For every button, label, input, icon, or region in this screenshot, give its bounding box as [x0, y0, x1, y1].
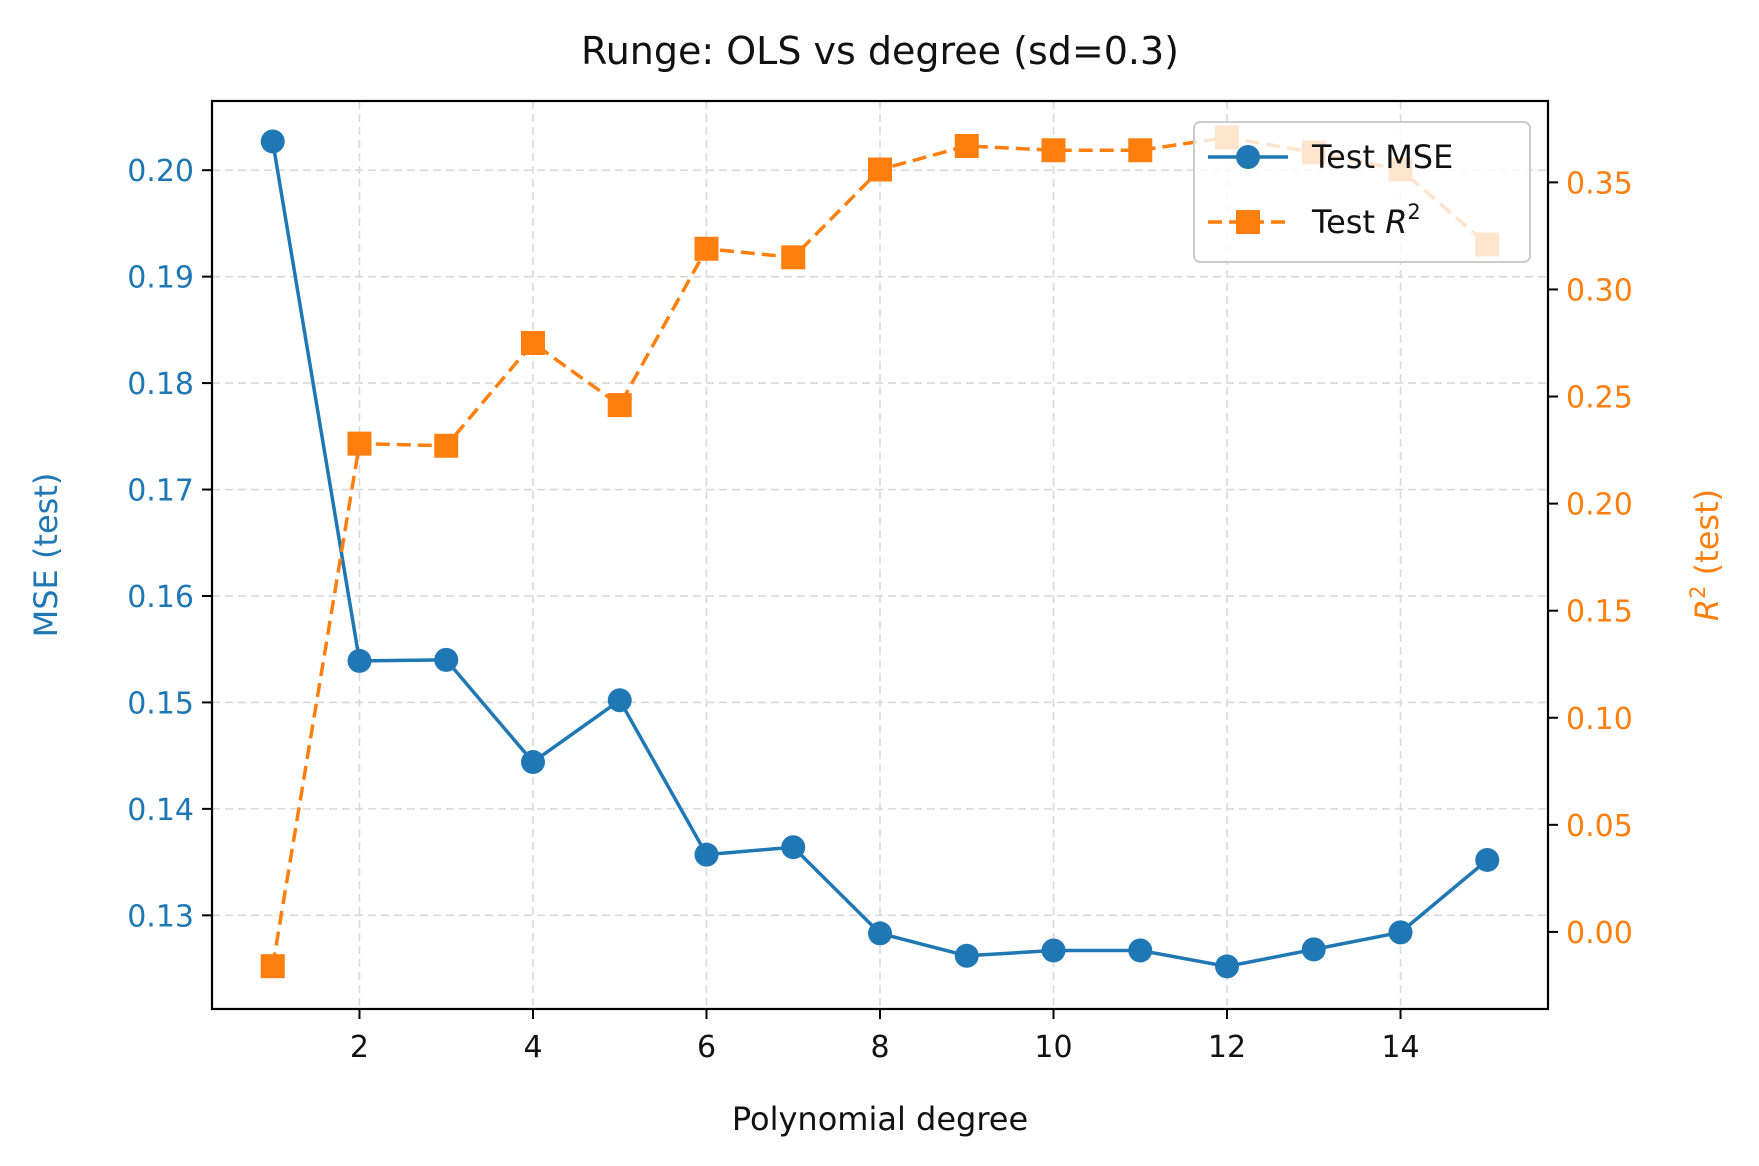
- y-right-tick-label: 0.30: [1566, 273, 1633, 308]
- legend-marker-test-mse: [1236, 145, 1260, 169]
- data-point-test-mse: [347, 648, 372, 673]
- data-point-test-r2: [434, 433, 459, 458]
- y-axis-right: 0.00 0.05 0.10 0.15 0.20 0.25 0.30 0.35: [1548, 166, 1633, 951]
- data-point-test-mse: [260, 129, 285, 154]
- chart-title: Runge: OLS vs degree (sd=0.3): [581, 29, 1179, 73]
- data-point-test-mse: [520, 750, 545, 775]
- data-point-test-mse: [1215, 954, 1240, 979]
- x-tick-label: 4: [523, 1030, 542, 1065]
- legend-label-test-r2-superscript: 2: [1407, 200, 1420, 224]
- y-axis-right-title-symbol: R: [1688, 599, 1726, 621]
- data-point-test-r2: [954, 133, 979, 158]
- y-right-tick-label: 0.15: [1566, 595, 1633, 630]
- y-left-tick-label: 0.17: [127, 474, 194, 509]
- y-right-tick-label: 0.25: [1566, 381, 1633, 416]
- data-point-test-mse: [868, 921, 892, 946]
- data-point-test-r2: [1128, 138, 1153, 163]
- data-point-test-r2: [1041, 138, 1066, 163]
- data-point-test-mse: [954, 943, 979, 968]
- x-tick-label: 6: [697, 1030, 716, 1065]
- x-tick-label: 10: [1034, 1030, 1072, 1065]
- legend-label-test-r2-symbol: R: [1385, 203, 1407, 241]
- x-axis: 2 4 6 8 10 12 14: [350, 1009, 1420, 1065]
- data-point-test-r2: [260, 954, 285, 979]
- data-point-test-mse: [1475, 847, 1500, 872]
- y-right-tick-label: 0.10: [1566, 702, 1633, 737]
- data-point-test-mse: [1388, 920, 1413, 945]
- data-point-test-r2: [347, 431, 372, 456]
- data-point-test-mse: [1301, 937, 1326, 962]
- data-point-test-r2: [781, 245, 806, 270]
- data-point-test-mse: [434, 647, 459, 672]
- y-left-tick-label: 0.16: [127, 580, 194, 615]
- y-left-tick-label: 0.19: [127, 261, 194, 296]
- data-point-test-r2: [607, 393, 632, 418]
- data-point-test-r2: [520, 330, 545, 355]
- x-tick-label: 12: [1208, 1030, 1246, 1065]
- y-axis-right-title-suffix: (test): [1688, 489, 1726, 586]
- y-axis-right-title: R2 (test): [1686, 489, 1726, 621]
- y-left-tick-label: 0.14: [127, 793, 194, 828]
- legend-label-test-r2: Test R2: [1311, 200, 1421, 241]
- legend-label-test-r2-base: Test: [1311, 203, 1385, 241]
- y-axis-left-title: MSE (test): [27, 473, 65, 638]
- data-point-test-mse: [694, 842, 719, 867]
- data-point-test-mse: [607, 688, 632, 713]
- y-right-tick-label: 0.35: [1566, 166, 1633, 201]
- x-tick-label: 14: [1381, 1030, 1419, 1065]
- y-left-tick-label: 0.18: [127, 367, 194, 402]
- data-point-test-r2: [868, 157, 892, 182]
- data-point-test-mse: [1128, 938, 1153, 963]
- y-right-tick-label: 0.20: [1566, 488, 1633, 523]
- data-point-test-mse: [1041, 938, 1066, 963]
- data-point-test-mse: [781, 835, 806, 860]
- y-right-tick-label: 0.05: [1566, 809, 1633, 844]
- x-axis-title: Polynomial degree: [732, 1100, 1028, 1138]
- y-axis-right-title-superscript: 2: [1686, 585, 1710, 598]
- x-tick-label: 8: [870, 1030, 889, 1065]
- y-left-tick-label: 0.15: [127, 686, 194, 721]
- y-left-tick-label: 0.13: [127, 899, 194, 934]
- x-tick-label: 2: [350, 1030, 369, 1065]
- legend-marker-test-r2: [1236, 210, 1260, 234]
- legend-label-test-mse: Test MSE: [1311, 138, 1453, 176]
- legend: Test MSE Test R2: [1193, 121, 1531, 263]
- y-right-tick-label: 0.00: [1566, 916, 1633, 951]
- y-axis-left: 0.13 0.14 0.15 0.16 0.17 0.18 0.19 0.20: [127, 154, 212, 934]
- grid: [212, 101, 1548, 1009]
- y-left-tick-label: 0.20: [127, 154, 194, 189]
- data-point-test-r2: [694, 236, 719, 261]
